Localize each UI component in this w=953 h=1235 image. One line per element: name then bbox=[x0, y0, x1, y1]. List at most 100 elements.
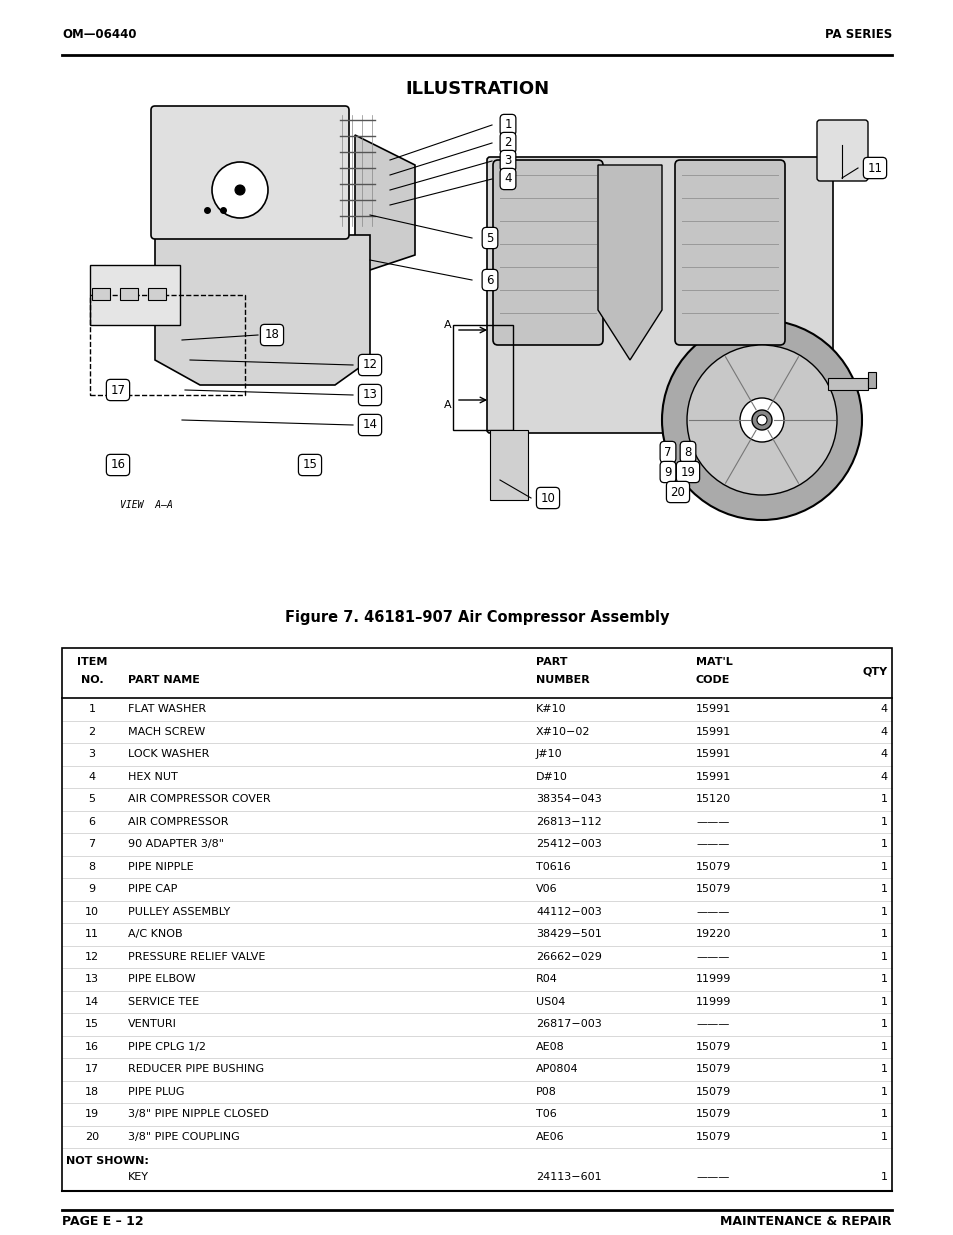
Text: P08: P08 bbox=[536, 1087, 557, 1097]
Text: K#10: K#10 bbox=[536, 704, 566, 714]
Text: 1: 1 bbox=[880, 1087, 887, 1097]
Circle shape bbox=[757, 415, 766, 425]
Bar bbox=[453, 325, 513, 430]
Bar bbox=[90, 295, 245, 395]
Text: 11999: 11999 bbox=[696, 997, 731, 1007]
FancyBboxPatch shape bbox=[151, 106, 349, 240]
Text: A: A bbox=[444, 320, 452, 330]
Text: 2: 2 bbox=[504, 137, 511, 149]
Text: 3: 3 bbox=[89, 750, 95, 760]
Text: 15991: 15991 bbox=[696, 772, 731, 782]
Text: T0616: T0616 bbox=[536, 862, 570, 872]
Text: 14: 14 bbox=[362, 419, 377, 431]
Text: 1: 1 bbox=[880, 1019, 887, 1029]
Polygon shape bbox=[598, 165, 661, 359]
Bar bbox=[867, 372, 875, 388]
Text: A: A bbox=[444, 400, 452, 410]
Text: 20: 20 bbox=[670, 485, 684, 499]
Text: R04: R04 bbox=[536, 974, 558, 984]
Text: ———: ——— bbox=[696, 816, 729, 826]
Text: 15079: 15079 bbox=[696, 884, 731, 894]
Text: 13: 13 bbox=[85, 974, 99, 984]
Bar bbox=[91, 288, 110, 300]
Text: AIR COMPRESSOR: AIR COMPRESSOR bbox=[128, 816, 229, 826]
Text: 17: 17 bbox=[111, 384, 126, 396]
Text: MACH SCREW: MACH SCREW bbox=[128, 726, 205, 737]
Text: 24113−601: 24113−601 bbox=[536, 1172, 601, 1182]
Text: NO.: NO. bbox=[81, 676, 103, 685]
Text: 4: 4 bbox=[89, 772, 95, 782]
Text: 17: 17 bbox=[85, 1065, 99, 1074]
Text: 4: 4 bbox=[504, 173, 511, 185]
Text: PRESSURE RELIEF VALVE: PRESSURE RELIEF VALVE bbox=[128, 952, 265, 962]
Text: 11: 11 bbox=[866, 162, 882, 174]
Text: 19: 19 bbox=[679, 466, 695, 478]
Circle shape bbox=[212, 162, 268, 219]
Text: PIPE ELBOW: PIPE ELBOW bbox=[128, 974, 195, 984]
Text: 7: 7 bbox=[89, 840, 95, 850]
Circle shape bbox=[661, 320, 862, 520]
Bar bbox=[827, 378, 867, 390]
Text: 26813−112: 26813−112 bbox=[536, 816, 601, 826]
Text: 1: 1 bbox=[880, 929, 887, 940]
Text: 3: 3 bbox=[504, 154, 511, 168]
Text: PIPE CAP: PIPE CAP bbox=[128, 884, 177, 894]
Text: AIR COMPRESSOR COVER: AIR COMPRESSOR COVER bbox=[128, 794, 271, 804]
FancyBboxPatch shape bbox=[493, 161, 602, 345]
Text: SERVICE TEE: SERVICE TEE bbox=[128, 997, 199, 1007]
Text: 1: 1 bbox=[880, 884, 887, 894]
Text: 1: 1 bbox=[880, 1042, 887, 1052]
Text: REDUCER PIPE BUSHING: REDUCER PIPE BUSHING bbox=[128, 1065, 264, 1074]
Text: CODE: CODE bbox=[696, 676, 730, 685]
FancyBboxPatch shape bbox=[675, 161, 784, 345]
Text: Figure 7. 46181–907 Air Compressor Assembly: Figure 7. 46181–907 Air Compressor Assem… bbox=[284, 610, 669, 625]
Text: 38429−501: 38429−501 bbox=[536, 929, 601, 940]
Text: ITEM: ITEM bbox=[77, 657, 107, 667]
Text: 12: 12 bbox=[362, 358, 377, 372]
Text: 1: 1 bbox=[880, 1065, 887, 1074]
Text: 15: 15 bbox=[302, 458, 317, 472]
Text: 15991: 15991 bbox=[696, 704, 731, 714]
Text: 38354−043: 38354−043 bbox=[536, 794, 601, 804]
Text: 19: 19 bbox=[85, 1109, 99, 1119]
Text: 8: 8 bbox=[683, 446, 691, 458]
Text: 20: 20 bbox=[85, 1131, 99, 1141]
Text: 90 ADAPTER 3/8": 90 ADAPTER 3/8" bbox=[128, 840, 224, 850]
Text: 15079: 15079 bbox=[696, 1131, 731, 1141]
Text: ———: ——— bbox=[696, 906, 729, 916]
Text: 10: 10 bbox=[540, 492, 555, 505]
Text: 15079: 15079 bbox=[696, 1087, 731, 1097]
Text: ILLUSTRATION: ILLUSTRATION bbox=[404, 80, 549, 98]
Text: FLAT WASHER: FLAT WASHER bbox=[128, 704, 206, 714]
Text: 7: 7 bbox=[663, 446, 671, 458]
Text: PULLEY ASSEMBLY: PULLEY ASSEMBLY bbox=[128, 906, 230, 916]
Text: 15079: 15079 bbox=[696, 862, 731, 872]
Circle shape bbox=[686, 345, 836, 495]
Text: 1: 1 bbox=[880, 1109, 887, 1119]
Text: NUMBER: NUMBER bbox=[536, 676, 589, 685]
Text: 15991: 15991 bbox=[696, 726, 731, 737]
Bar bbox=[90, 266, 180, 325]
Text: ———: ——— bbox=[696, 1019, 729, 1029]
Text: 1: 1 bbox=[880, 906, 887, 916]
Text: 9: 9 bbox=[89, 884, 95, 894]
Text: 2: 2 bbox=[89, 726, 95, 737]
Text: 1: 1 bbox=[880, 974, 887, 984]
Text: 5: 5 bbox=[486, 231, 493, 245]
Text: KEY: KEY bbox=[128, 1172, 149, 1182]
Text: AE08: AE08 bbox=[536, 1042, 564, 1052]
Text: 14: 14 bbox=[85, 997, 99, 1007]
Text: 4: 4 bbox=[880, 726, 887, 737]
Text: PART NAME: PART NAME bbox=[128, 676, 200, 685]
Text: 16: 16 bbox=[111, 458, 126, 472]
Text: 1: 1 bbox=[89, 704, 95, 714]
Text: 12: 12 bbox=[85, 952, 99, 962]
Text: 1: 1 bbox=[880, 1131, 887, 1141]
Text: US04: US04 bbox=[536, 997, 565, 1007]
Text: J#10: J#10 bbox=[536, 750, 562, 760]
Text: 26817−003: 26817−003 bbox=[536, 1019, 601, 1029]
Text: MAT'L: MAT'L bbox=[696, 657, 732, 667]
Text: X#10−02: X#10−02 bbox=[536, 726, 590, 737]
Text: 1: 1 bbox=[880, 997, 887, 1007]
Text: 11: 11 bbox=[85, 929, 99, 940]
